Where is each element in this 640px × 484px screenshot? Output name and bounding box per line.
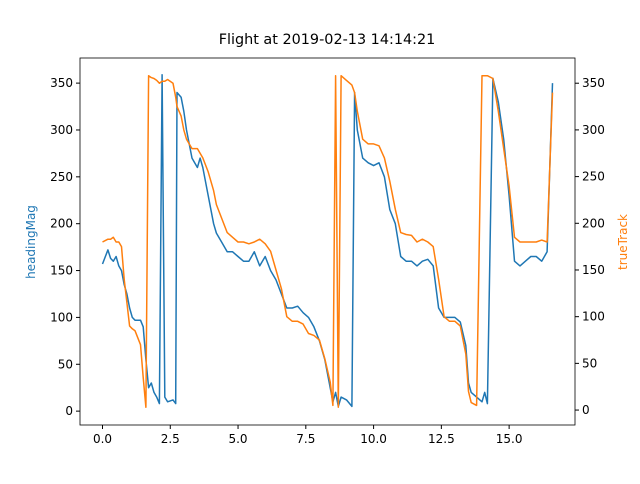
x-tick-label: 12.5	[428, 432, 455, 446]
y2-tick-label: 200	[582, 216, 605, 230]
y-tick-label: 100	[50, 310, 73, 324]
y-tick-label: 200	[50, 217, 73, 231]
y2-tick-label: 300	[582, 123, 605, 137]
x-tick-label: 5.0	[228, 432, 247, 446]
y2-axis-label: trueTrack	[616, 214, 630, 270]
plot-frame	[79, 57, 576, 426]
chart-title: Flight at 2019-02-13 14:14:21	[219, 32, 436, 48]
y-tick-label: 350	[50, 76, 73, 90]
y-tick-label: 150	[50, 264, 73, 278]
x-tick-label: 7.5	[296, 432, 315, 446]
series-line	[102, 74, 554, 409]
y-tick-label: 50	[58, 357, 73, 371]
y2-tick-label: 150	[582, 263, 605, 277]
y2-tick-label: 250	[582, 170, 605, 184]
x-tick-label: 15.0	[496, 432, 523, 446]
y2-tick-label: 0	[582, 403, 590, 417]
x-tick-label: 0.0	[93, 432, 112, 446]
y-tick-label: 250	[50, 170, 73, 184]
y-tick-label: 0	[65, 404, 73, 418]
x-tick-label: 10.0	[360, 432, 387, 446]
y-axis-label: headingMag	[24, 205, 38, 279]
y2-tick-label: 350	[582, 76, 605, 90]
y-tick-label: 300	[50, 123, 73, 137]
y2-tick-label: 50	[582, 356, 597, 370]
series-line	[101, 73, 554, 408]
x-tick-label: 2.5	[161, 432, 180, 446]
y2-tick-label: 100	[582, 310, 605, 324]
